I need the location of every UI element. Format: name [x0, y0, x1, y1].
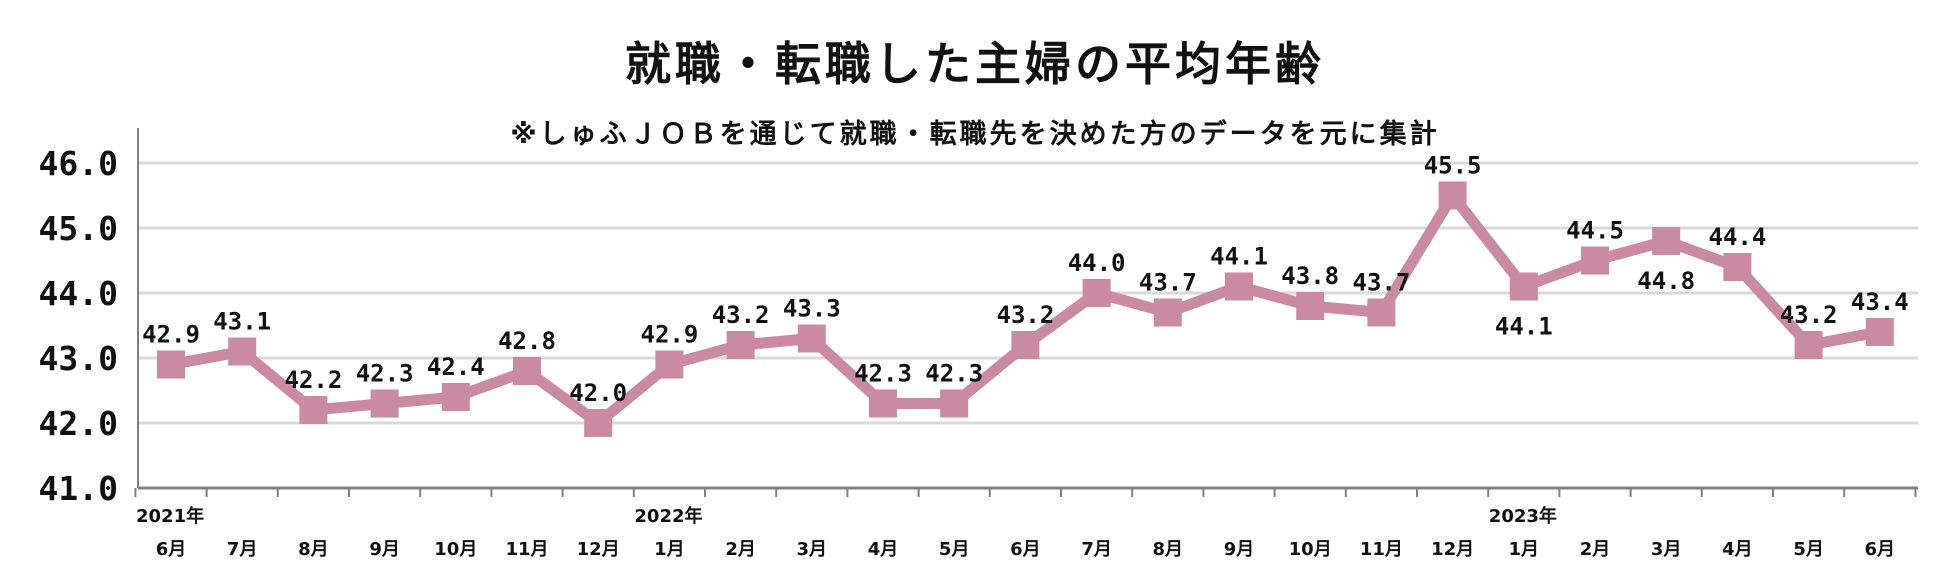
data-label: 44.1 — [1210, 243, 1268, 271]
data-point — [441, 383, 470, 411]
x-tick-label: 8月 — [1153, 539, 1184, 560]
data-label: 43.3 — [783, 295, 841, 323]
data-point — [513, 357, 541, 385]
data-point — [1652, 227, 1681, 255]
x-tick-label: 7月 — [227, 539, 258, 560]
x-tick-label: 10月 — [434, 539, 477, 560]
year-label: 2023年 — [1489, 505, 1557, 527]
y-tick-label: 44.0 — [39, 274, 118, 313]
data-label: 44.0 — [1068, 249, 1126, 277]
x-tick-label: 1月 — [1509, 539, 1540, 560]
data-label: 43.1 — [213, 308, 271, 336]
x-tick-label: 1月 — [654, 539, 685, 560]
x-tick-label: 6月 — [156, 539, 187, 560]
data-point — [1225, 272, 1253, 301]
data-point — [1082, 279, 1111, 307]
x-tick-label: 11月 — [505, 539, 548, 560]
data-point — [1794, 331, 1823, 359]
data-label: 42.4 — [427, 353, 485, 381]
chart-subtitle: ※しゅふＪＯＢを通じて就職・転職先を決めた方のデータを元に集計 — [510, 119, 1440, 150]
data-label: 42.2 — [285, 366, 343, 394]
year-label: 2022年 — [634, 505, 702, 527]
y-tick-label: 43.0 — [39, 339, 118, 378]
data-point — [584, 409, 613, 437]
data-label: 43.7 — [1353, 269, 1411, 297]
data-point — [299, 396, 328, 424]
x-tick-label: 4月 — [1722, 539, 1753, 560]
x-tick-label: 2月 — [725, 539, 756, 560]
data-label: 44.8 — [1637, 267, 1695, 295]
x-tick-label: 6月 — [1865, 539, 1896, 560]
data-label: 42.3 — [854, 360, 912, 388]
data-point — [1367, 298, 1396, 327]
data-point — [1153, 298, 1182, 327]
data-point — [1509, 272, 1538, 301]
data-point — [655, 350, 684, 379]
y-tick-label: 46.0 — [39, 144, 118, 183]
data-label: 43.2 — [712, 301, 770, 329]
data-label: 42.8 — [498, 327, 556, 355]
y-tick-label: 42.0 — [39, 404, 118, 443]
chart-title: 就職・転職した主婦の平均年齢 — [625, 37, 1325, 91]
x-tick-label: 5月 — [1793, 539, 1824, 560]
data-point — [1723, 253, 1752, 281]
data-point — [869, 389, 897, 418]
x-tick-label: 5月 — [939, 539, 970, 560]
data-label: 42.0 — [569, 379, 627, 407]
x-tick-label: 12月 — [577, 539, 620, 560]
data-point — [726, 331, 755, 359]
y-tick-label: 45.0 — [39, 209, 118, 248]
data-label: 42.3 — [356, 360, 414, 388]
data-point — [1581, 246, 1609, 275]
data-label: 42.9 — [142, 321, 200, 349]
data-label: 42.3 — [925, 360, 983, 388]
data-label: 45.5 — [1424, 152, 1482, 180]
x-tick-label: 7月 — [1081, 539, 1112, 560]
data-point — [1296, 292, 1325, 320]
data-label: 43.2 — [997, 301, 1055, 329]
data-label: 44.1 — [1495, 313, 1553, 341]
data-point — [940, 389, 969, 418]
y-tick-label: 41.0 — [39, 469, 118, 508]
data-label: 44.5 — [1566, 217, 1624, 245]
data-point — [228, 337, 257, 366]
x-tick-label: 6月 — [1010, 539, 1041, 560]
year-label: 2021年 — [136, 505, 204, 527]
x-tick-label: 3月 — [1651, 539, 1682, 560]
x-tick-label: 9月 — [369, 539, 400, 560]
x-tick-label: 11月 — [1360, 539, 1403, 560]
x-tick-label: 10月 — [1289, 539, 1332, 560]
x-tick-label: 9月 — [1224, 539, 1255, 560]
data-point — [1865, 318, 1894, 346]
data-point — [1438, 181, 1467, 210]
data-label: 44.4 — [1709, 223, 1767, 251]
data-label: 43.2 — [1780, 301, 1838, 329]
x-tick-label: 3月 — [797, 539, 828, 560]
x-tick-label: 4月 — [868, 539, 899, 560]
data-label: 43.7 — [1139, 269, 1197, 297]
data-point — [1011, 331, 1040, 359]
data-label: 43.4 — [1851, 288, 1909, 316]
data-label: 42.9 — [641, 321, 699, 349]
x-tick-label: 8月 — [298, 539, 329, 560]
data-point — [797, 324, 826, 353]
data-point — [157, 350, 185, 379]
x-tick-label: 12月 — [1431, 539, 1474, 560]
x-tick-label: 2月 — [1580, 539, 1611, 560]
data-label: 43.8 — [1281, 262, 1339, 290]
data-point — [370, 389, 399, 418]
